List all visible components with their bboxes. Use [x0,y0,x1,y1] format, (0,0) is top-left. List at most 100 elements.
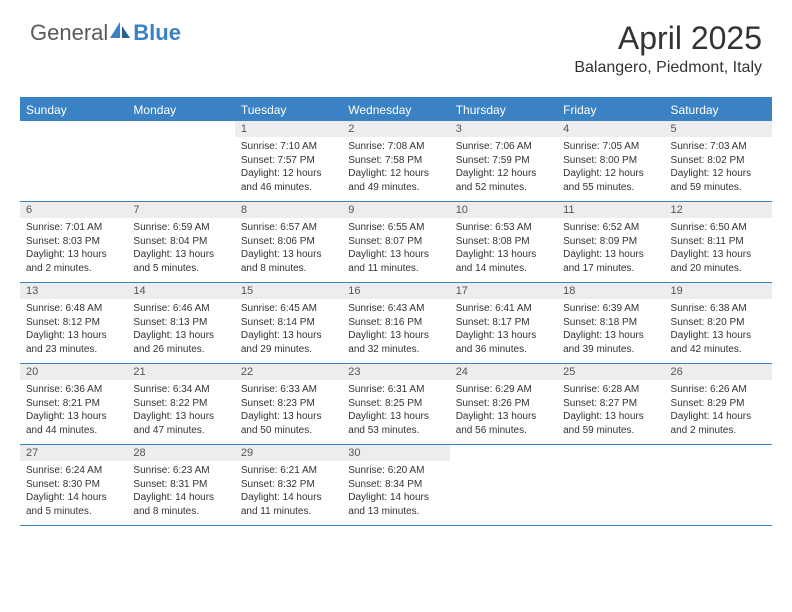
day-number: 16 [342,283,449,299]
sunset-text: Sunset: 8:29 PM [671,397,766,411]
day-number [665,445,772,461]
week-row: 6Sunrise: 7:01 AMSunset: 8:03 PMDaylight… [20,202,772,283]
daylight-text: Daylight: 13 hours and 59 minutes. [563,410,658,437]
sunset-text: Sunset: 8:34 PM [348,478,443,492]
sunset-text: Sunset: 8:16 PM [348,316,443,330]
sunset-text: Sunset: 8:31 PM [133,478,228,492]
day-cell: 20Sunrise: 6:36 AMSunset: 8:21 PMDayligh… [20,364,127,444]
daylight-text: Daylight: 13 hours and 23 minutes. [26,329,121,356]
daylight-text: Daylight: 13 hours and 5 minutes. [133,248,228,275]
sunset-text: Sunset: 8:04 PM [133,235,228,249]
day-number: 14 [127,283,234,299]
sunset-text: Sunset: 8:06 PM [241,235,336,249]
week-row: 27Sunrise: 6:24 AMSunset: 8:30 PMDayligh… [20,445,772,526]
sunrise-text: Sunrise: 6:28 AM [563,383,658,397]
day-cell: 13Sunrise: 6:48 AMSunset: 8:12 PMDayligh… [20,283,127,363]
day-cell: 8Sunrise: 6:57 AMSunset: 8:06 PMDaylight… [235,202,342,282]
logo-text-blue: Blue [133,20,181,46]
day-content: Sunrise: 6:45 AMSunset: 8:14 PMDaylight:… [235,299,342,362]
day-cell: 6Sunrise: 7:01 AMSunset: 8:03 PMDaylight… [20,202,127,282]
day-number: 5 [665,121,772,137]
day-cell: 9Sunrise: 6:55 AMSunset: 8:07 PMDaylight… [342,202,449,282]
daylight-text: Daylight: 13 hours and 47 minutes. [133,410,228,437]
day-content: Sunrise: 7:01 AMSunset: 8:03 PMDaylight:… [20,218,127,281]
day-cell [20,121,127,201]
sunset-text: Sunset: 8:14 PM [241,316,336,330]
title-block: April 2025 Balangero, Piedmont, Italy [574,20,762,77]
sunrise-text: Sunrise: 6:59 AM [133,221,228,235]
day-content: Sunrise: 6:38 AMSunset: 8:20 PMDaylight:… [665,299,772,362]
page-title: April 2025 [574,20,762,57]
day-number: 18 [557,283,664,299]
logo-sail-icon [110,22,132,38]
sunrise-text: Sunrise: 6:34 AM [133,383,228,397]
day-content: Sunrise: 6:21 AMSunset: 8:32 PMDaylight:… [235,461,342,524]
page-subtitle: Balangero, Piedmont, Italy [574,59,762,77]
sunrise-text: Sunrise: 6:57 AM [241,221,336,235]
sunrise-text: Sunrise: 6:41 AM [456,302,551,316]
day-content: Sunrise: 6:41 AMSunset: 8:17 PMDaylight:… [450,299,557,362]
day-number: 29 [235,445,342,461]
day-number: 28 [127,445,234,461]
sunset-text: Sunset: 8:26 PM [456,397,551,411]
sunset-text: Sunset: 8:32 PM [241,478,336,492]
daylight-text: Daylight: 12 hours and 52 minutes. [456,167,551,194]
day-cell: 24Sunrise: 6:29 AMSunset: 8:26 PMDayligh… [450,364,557,444]
sunrise-text: Sunrise: 6:23 AM [133,464,228,478]
day-content: Sunrise: 6:52 AMSunset: 8:09 PMDaylight:… [557,218,664,281]
day-number: 6 [20,202,127,218]
sunset-text: Sunset: 8:00 PM [563,154,658,168]
logo-text-general: General [30,20,108,46]
daylight-text: Daylight: 13 hours and 44 minutes. [26,410,121,437]
sunset-text: Sunset: 8:21 PM [26,397,121,411]
sunrise-text: Sunrise: 6:33 AM [241,383,336,397]
daylight-text: Daylight: 13 hours and 20 minutes. [671,248,766,275]
day-cell: 27Sunrise: 6:24 AMSunset: 8:30 PMDayligh… [20,445,127,525]
weekday-header: Friday [557,99,664,121]
day-number: 9 [342,202,449,218]
day-number: 13 [20,283,127,299]
sunrise-text: Sunrise: 6:52 AM [563,221,658,235]
weekday-header: Tuesday [235,99,342,121]
day-content: Sunrise: 6:29 AMSunset: 8:26 PMDaylight:… [450,380,557,443]
day-number: 19 [665,283,772,299]
calendar-body: 1Sunrise: 7:10 AMSunset: 7:57 PMDaylight… [20,121,772,526]
day-cell [127,121,234,201]
day-content: Sunrise: 6:39 AMSunset: 8:18 PMDaylight:… [557,299,664,362]
sunrise-text: Sunrise: 6:21 AM [241,464,336,478]
daylight-text: Daylight: 13 hours and 42 minutes. [671,329,766,356]
day-content: Sunrise: 7:08 AMSunset: 7:58 PMDaylight:… [342,137,449,200]
day-content: Sunrise: 6:24 AMSunset: 8:30 PMDaylight:… [20,461,127,524]
weekday-header: Sunday [20,99,127,121]
weekday-header-row: SundayMondayTuesdayWednesdayThursdayFrid… [20,99,772,121]
day-cell: 29Sunrise: 6:21 AMSunset: 8:32 PMDayligh… [235,445,342,525]
day-cell: 4Sunrise: 7:05 AMSunset: 8:00 PMDaylight… [557,121,664,201]
day-cell: 5Sunrise: 7:03 AMSunset: 8:02 PMDaylight… [665,121,772,201]
day-cell: 21Sunrise: 6:34 AMSunset: 8:22 PMDayligh… [127,364,234,444]
day-number [127,121,234,137]
day-content: Sunrise: 6:28 AMSunset: 8:27 PMDaylight:… [557,380,664,443]
sunset-text: Sunset: 8:23 PM [241,397,336,411]
day-number: 25 [557,364,664,380]
day-cell: 14Sunrise: 6:46 AMSunset: 8:13 PMDayligh… [127,283,234,363]
daylight-text: Daylight: 14 hours and 11 minutes. [241,491,336,518]
daylight-text: Daylight: 14 hours and 13 minutes. [348,491,443,518]
sunset-text: Sunset: 8:02 PM [671,154,766,168]
week-row: 1Sunrise: 7:10 AMSunset: 7:57 PMDaylight… [20,121,772,202]
weekday-header: Thursday [450,99,557,121]
day-number: 10 [450,202,557,218]
day-number: 4 [557,121,664,137]
sunset-text: Sunset: 8:18 PM [563,316,658,330]
day-number: 12 [665,202,772,218]
sunset-text: Sunset: 8:13 PM [133,316,228,330]
daylight-text: Daylight: 14 hours and 2 minutes. [671,410,766,437]
sunrise-text: Sunrise: 6:50 AM [671,221,766,235]
day-cell: 28Sunrise: 6:23 AMSunset: 8:31 PMDayligh… [127,445,234,525]
sunset-text: Sunset: 8:08 PM [456,235,551,249]
day-content: Sunrise: 7:05 AMSunset: 8:00 PMDaylight:… [557,137,664,200]
sunset-text: Sunset: 7:57 PM [241,154,336,168]
day-content: Sunrise: 6:53 AMSunset: 8:08 PMDaylight:… [450,218,557,281]
sunrise-text: Sunrise: 7:10 AM [241,140,336,154]
day-content: Sunrise: 7:06 AMSunset: 7:59 PMDaylight:… [450,137,557,200]
sunrise-text: Sunrise: 6:29 AM [456,383,551,397]
